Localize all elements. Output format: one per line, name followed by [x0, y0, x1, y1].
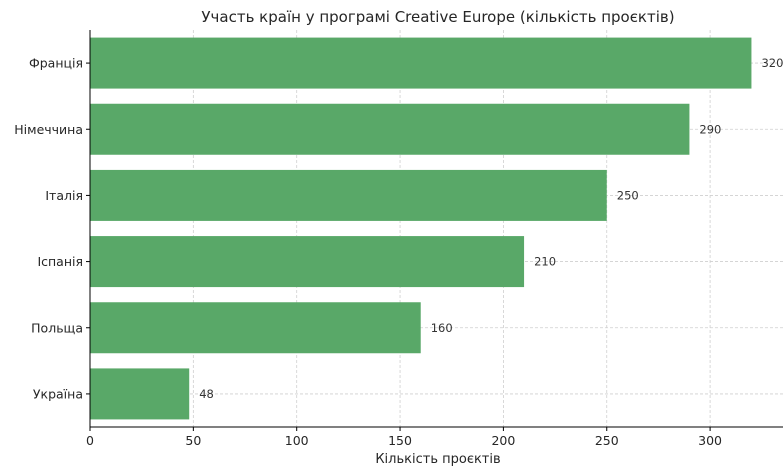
bar-value-label: 250 [617, 188, 639, 202]
y-tick-label: Польща [31, 320, 83, 335]
bar [90, 368, 190, 420]
x-tick-label: 0 [86, 433, 94, 448]
bar-value-label: 210 [534, 255, 556, 269]
bar-value-label: 160 [431, 321, 453, 335]
data-labels: 48 160 210 250 290 320 [199, 56, 783, 401]
bar [90, 103, 690, 155]
y-tick-label: Німеччина [14, 122, 83, 137]
x-tick-label: 50 [185, 433, 201, 448]
x-tick-label: 150 [388, 433, 412, 448]
bar-value-label: 290 [699, 122, 721, 136]
x-tick-label: 300 [698, 433, 722, 448]
grid-lines [89, 30, 783, 427]
y-tick-label: Італія [45, 188, 83, 203]
x-tick-label: 200 [491, 433, 515, 448]
bar [90, 169, 607, 221]
bar [90, 37, 752, 89]
bars [90, 37, 752, 420]
chart-title: Участь країн у програмі Creative Europe … [201, 8, 674, 26]
bar [90, 302, 421, 354]
bar-value-label: 320 [761, 56, 783, 70]
bar [90, 236, 525, 288]
bar-value-label: 48 [199, 387, 214, 401]
x-ticks: 0 50 100 150 200 250 300 [86, 427, 722, 448]
x-axis-label: Кількість проєктів [375, 452, 500, 467]
y-tick-label: Україна [33, 386, 83, 401]
y-tick-label: Іспанія [37, 254, 83, 269]
axes [89, 30, 783, 428]
y-ticks: Україна Польща Іспанія Італія Німеччина Франц… [14, 56, 90, 401]
x-tick-label: 250 [595, 433, 619, 448]
x-tick-label: 100 [285, 433, 309, 448]
y-tick-label: Франція [29, 56, 83, 71]
